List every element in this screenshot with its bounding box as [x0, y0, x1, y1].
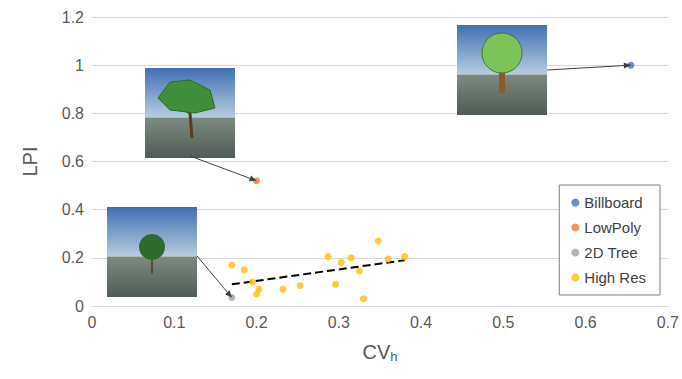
svg-text:0.5: 0.5	[492, 314, 514, 331]
svg-text:0.2: 0.2	[245, 314, 267, 331]
svg-text:0.1: 0.1	[163, 314, 185, 331]
svg-text:h: h	[390, 349, 397, 364]
svg-text:1: 1	[75, 57, 84, 74]
svg-text:0.3: 0.3	[328, 314, 350, 331]
svg-text:0.4: 0.4	[410, 314, 432, 331]
svg-text:LPI: LPI	[19, 146, 41, 176]
svg-text:0.6: 0.6	[62, 153, 84, 170]
svg-text:2D Tree: 2D Tree	[584, 244, 637, 261]
svg-text:High Res: High Res	[584, 269, 646, 286]
svg-text:0.8: 0.8	[62, 105, 84, 122]
svg-text:0: 0	[75, 298, 84, 315]
svg-text:0.7: 0.7	[657, 314, 679, 331]
svg-text:LowPoly: LowPoly	[584, 219, 641, 236]
svg-text:Billboard: Billboard	[584, 194, 642, 211]
svg-text:1.2: 1.2	[62, 9, 84, 26]
svg-text:0.4: 0.4	[62, 201, 84, 218]
svg-text:0.6: 0.6	[574, 314, 596, 331]
svg-text:0.2: 0.2	[62, 249, 84, 266]
svg-text:CV: CV	[362, 341, 390, 363]
svg-text:0: 0	[88, 314, 97, 331]
